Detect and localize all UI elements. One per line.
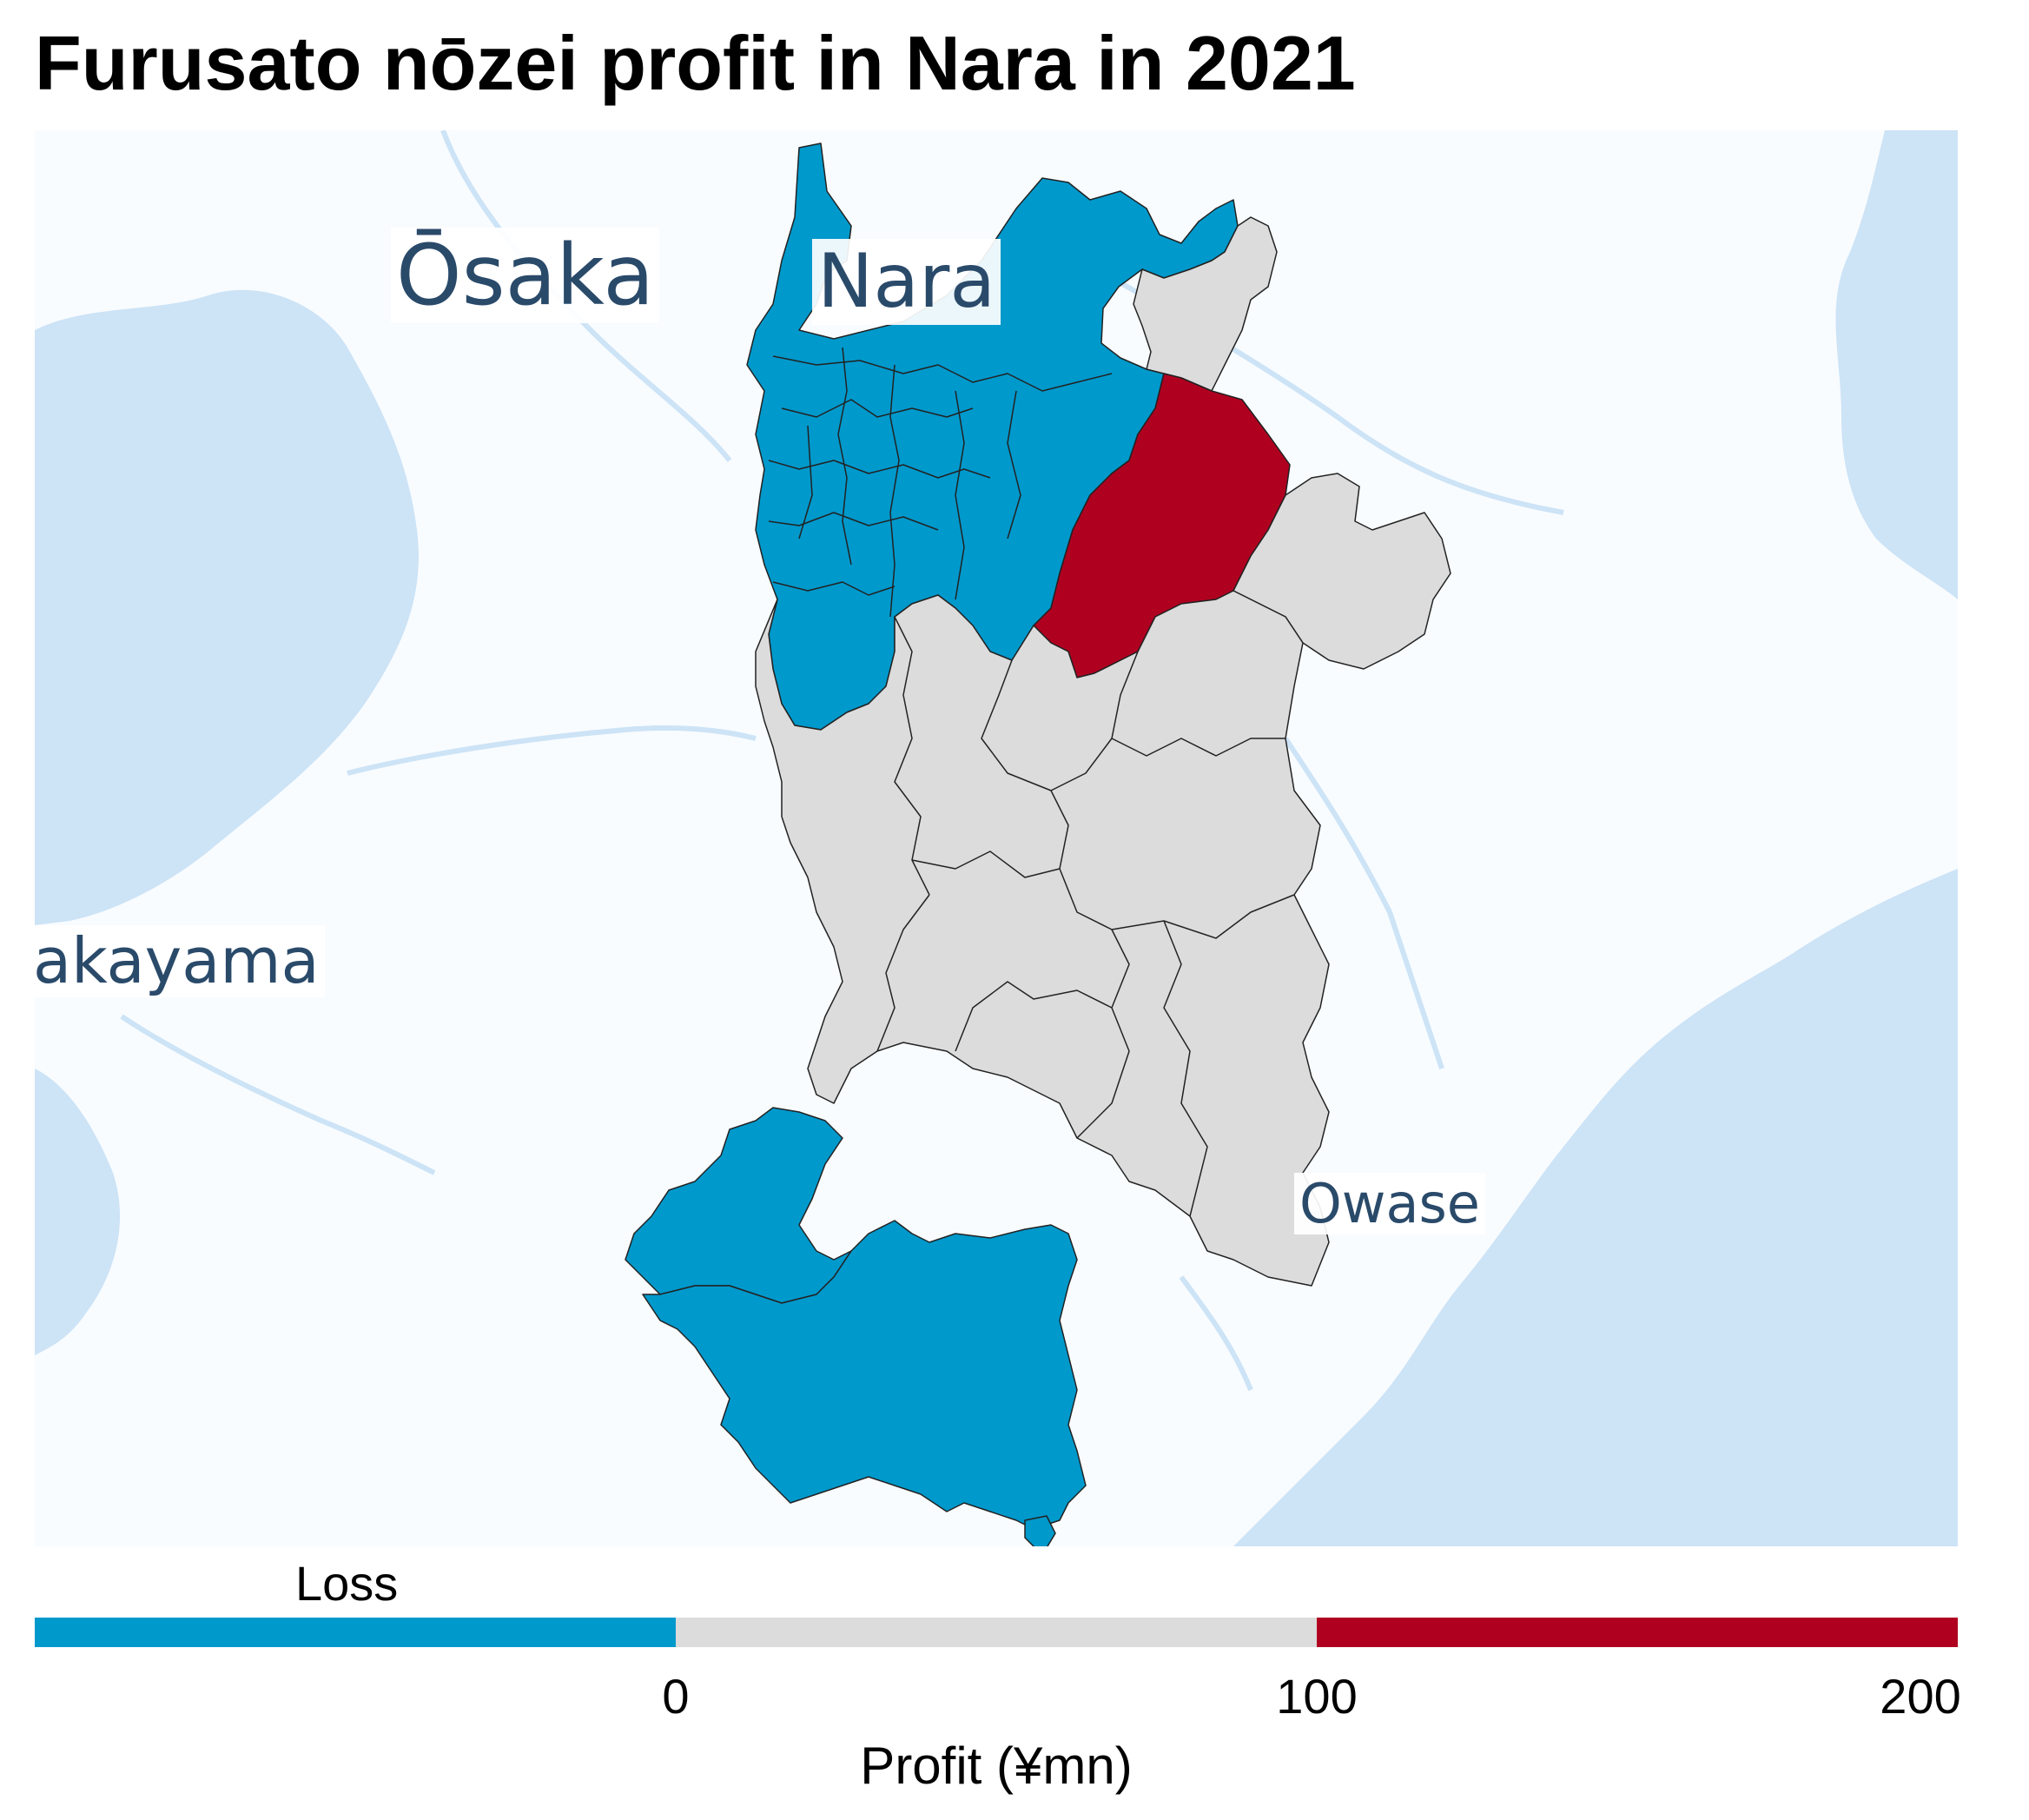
legend-loss-label: Loss bbox=[295, 1556, 399, 1611]
legend-title: Profit (¥mn) bbox=[860, 1737, 1133, 1795]
label-nara: Nara bbox=[812, 239, 1001, 325]
legend-tick-0: 0 bbox=[662, 1669, 690, 1724]
kii-channel-water bbox=[35, 1069, 121, 1355]
ise-bay-water bbox=[1835, 130, 1958, 599]
legend-bin-loss bbox=[35, 1618, 676, 1647]
legend-bin-0-100 bbox=[676, 1618, 1317, 1647]
pacific-water bbox=[1233, 869, 1958, 1546]
region-south-blue[interactable] bbox=[642, 1220, 1087, 1530]
label-osaka: Ōsaka bbox=[391, 228, 660, 323]
region-northeast-grey[interactable] bbox=[1133, 216, 1278, 392]
region-central-grey[interactable] bbox=[755, 590, 1330, 1287]
osaka-bay-water bbox=[35, 289, 419, 926]
legend-tick-100: 100 bbox=[1276, 1669, 1358, 1724]
legend: Loss 0 100 200 Profit (¥mn) bbox=[35, 1555, 1961, 1807]
label-owase: Owase bbox=[1294, 1173, 1485, 1234]
region-south-tip-blue[interactable] bbox=[1024, 1515, 1056, 1546]
basemap-svg bbox=[35, 130, 1958, 1546]
map-canvas[interactable]: Ōsaka Nara akayama Owase bbox=[35, 130, 1958, 1546]
label-wakayama: akayama bbox=[35, 925, 325, 997]
map-title: Furusato nōzei profit in Nara in 2021 bbox=[35, 20, 1356, 106]
nara-regions bbox=[625, 142, 1451, 1546]
legend-tick-200: 200 bbox=[1880, 1669, 1961, 1724]
legend-bin-100-200 bbox=[1317, 1618, 1958, 1647]
